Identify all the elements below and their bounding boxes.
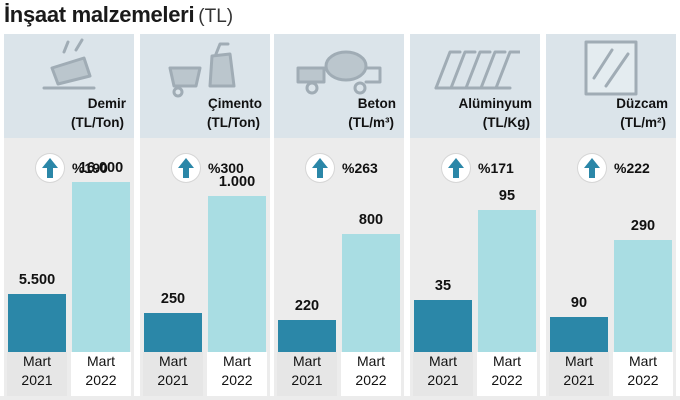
year-number: 2022: [491, 372, 523, 388]
change-indicator: %171: [410, 154, 540, 184]
value-label-2021: 90: [570, 295, 588, 311]
material-name: Alüminyum: [458, 96, 532, 111]
bar-2021: [414, 300, 472, 352]
year-number: 2021: [157, 372, 189, 388]
value-label-2021: 220: [294, 298, 320, 314]
value-label-2022: 800: [358, 212, 384, 228]
aluminum-sheet-icon: [434, 50, 520, 90]
panel-header: Alüminyum (TL/Kg): [410, 34, 540, 138]
value-label-2022: 1.000: [218, 174, 256, 190]
steel-ladle-icon: [42, 38, 96, 90]
month-label: Mart: [429, 353, 457, 369]
up-arrow-icon: [442, 154, 470, 182]
material-unit: (TL/Ton): [207, 115, 260, 130]
material-label: Demir (TL/Ton): [4, 94, 134, 132]
chart-title: İnşaat malzemeleri (TL): [4, 2, 233, 32]
bar-2021: [8, 294, 66, 352]
bar-2022: [342, 234, 400, 352]
value-label-2022: 95: [498, 188, 516, 204]
year-number: 2022: [627, 372, 659, 388]
title-unit: (TL): [198, 6, 234, 27]
material-panel-2: Çimento (TL/Ton) %300 250 1.000 Mart 2021 Mart 2…: [140, 34, 270, 396]
year-label-2022: Mart 2022: [207, 352, 267, 396]
change-indicator: %300: [140, 154, 270, 184]
up-arrow-icon: [306, 154, 334, 182]
year-label-2022: Mart 2022: [341, 352, 401, 396]
material-unit: (TL/Ton): [71, 115, 124, 130]
bar-2021: [278, 320, 336, 352]
up-arrow-icon: [172, 154, 200, 182]
panel-header: Düzcam (TL/m²): [546, 34, 676, 138]
month-label: Mart: [293, 353, 321, 369]
month-label: Mart: [159, 353, 187, 369]
up-arrow-icon: [578, 154, 606, 182]
material-unit: (TL/m²): [620, 115, 666, 130]
concrete-truck-icon: [296, 50, 382, 95]
year-number: 2022: [355, 372, 387, 388]
value-label-2021: 5.500: [18, 272, 56, 288]
month-label: Mart: [223, 353, 251, 369]
bar-2022: [208, 196, 266, 352]
bar-2022: [478, 210, 536, 352]
up-arrow-icon: [36, 154, 64, 182]
bar-2022: [614, 240, 672, 352]
material-panel-1: Demir (TL/Ton) %190 5.500 16.000 Mart 2021 Mart…: [4, 34, 134, 396]
year-number: 2021: [427, 372, 459, 388]
panel-header: Demir (TL/Ton): [4, 34, 134, 138]
panel-header: Çimento (TL/Ton): [140, 34, 270, 138]
month-label: Mart: [629, 353, 657, 369]
year-label-2022: Mart 2022: [477, 352, 537, 396]
material-panel-4: Alüminyum (TL/Kg) %171 35 95 Mart 2021 Mart 2022: [410, 34, 540, 396]
material-unit: (TL/Kg): [482, 115, 530, 130]
title-text: İnşaat malzemeleri: [4, 2, 195, 27]
month-label: Mart: [493, 353, 521, 369]
percent-change: %263: [342, 160, 378, 176]
percent-change: %300: [208, 160, 244, 176]
year-number: 2022: [221, 372, 253, 388]
bar-2021: [144, 313, 202, 352]
material-panel-5: Düzcam (TL/m²) %222 90 290 Mart 2021 Mart 2022: [546, 34, 676, 396]
month-label: Mart: [357, 353, 385, 369]
year-label-2021: Mart 2021: [413, 352, 473, 396]
material-name: Demir: [87, 96, 126, 111]
material-label: Alüminyum (TL/Kg): [410, 94, 540, 132]
material-label: Çimento (TL/Ton): [140, 94, 270, 132]
year-label-2021: Mart 2021: [7, 352, 67, 396]
percent-change: %190: [72, 160, 108, 176]
change-indicator: %222: [546, 154, 676, 184]
year-label-2021: Mart 2021: [143, 352, 203, 396]
material-name: Düzcam: [616, 96, 668, 111]
panel-header: Beton (TL/m³): [274, 34, 404, 138]
month-label: Mart: [87, 353, 115, 369]
year-number: 2021: [291, 372, 323, 388]
material-name: Çimento: [208, 96, 262, 111]
material-label: Beton (TL/m³): [274, 94, 404, 132]
footer-strip: [0, 396, 680, 400]
year-number: 2021: [563, 372, 595, 388]
month-label: Mart: [23, 353, 51, 369]
value-label-2021: 250: [160, 291, 186, 307]
material-name: Beton: [357, 96, 396, 111]
value-label-2021: 35: [434, 278, 452, 294]
year-label-2021: Mart 2021: [549, 352, 609, 396]
material-unit: (TL/m³): [348, 115, 394, 130]
value-label-2022: 16.000: [78, 160, 124, 176]
year-label-2022: Mart 2022: [71, 352, 131, 396]
flat-glass-icon: [584, 40, 638, 96]
bar-2022: [72, 182, 130, 352]
change-indicator: %263: [274, 154, 404, 184]
cement-mixer-icon: [168, 42, 236, 98]
value-label-2022: 290: [630, 218, 656, 234]
year-label-2021: Mart 2021: [277, 352, 337, 396]
year-label-2022: Mart 2022: [613, 352, 673, 396]
year-number: 2021: [21, 372, 53, 388]
change-indicator: %190: [4, 154, 134, 184]
bar-2021: [550, 317, 608, 352]
month-label: Mart: [565, 353, 593, 369]
year-number: 2022: [85, 372, 117, 388]
percent-change: %171: [478, 160, 514, 176]
material-label: Düzcam (TL/m²): [546, 94, 676, 132]
percent-change: %222: [614, 160, 650, 176]
material-panel-3: Beton (TL/m³) %263 220 800 Mart 2021 Mart 2022: [274, 34, 404, 396]
